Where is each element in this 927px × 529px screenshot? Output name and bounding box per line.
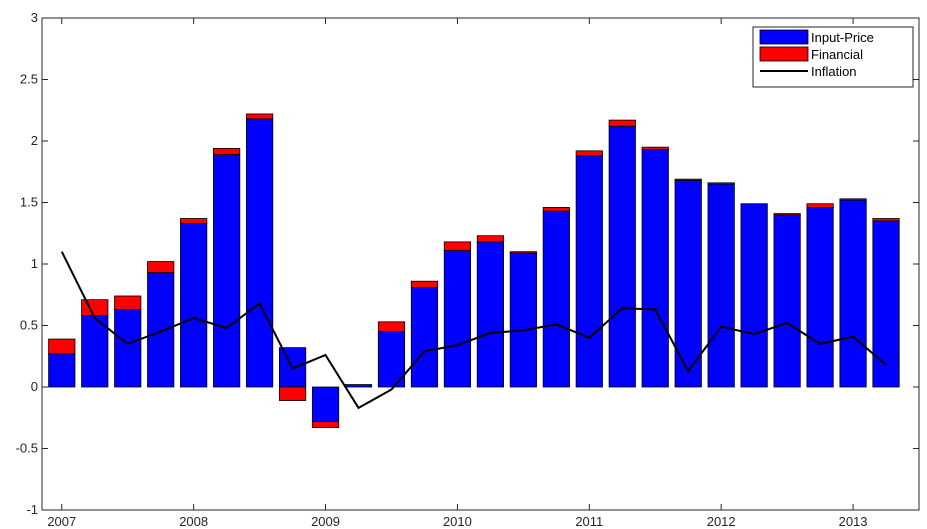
bar-financial-12 [443,241,472,251]
bar-financial-14 [509,251,537,254]
y-tick-label-7: 2.5 [20,72,38,87]
bar-financial-18 [641,146,669,151]
bar-input-price-4 [180,223,208,388]
bar-financial-11 [410,280,439,288]
bar-financial-24 [839,198,867,201]
bar-input-price-13 [476,241,504,388]
legend-label-input-price: Input-Price [811,30,874,45]
bar-financial-8 [311,421,340,428]
legend-label-inflation: Inflation [811,64,857,79]
bar-input-price-11 [410,286,439,388]
y-tick-label-5: 1.5 [20,195,38,210]
bar-input-price-21 [740,203,768,388]
bar-financial-10 [377,321,406,333]
bar-input-price-18 [641,149,669,388]
x-tick-label-3: 2010 [443,514,472,529]
x-tick-label-4: 2011 [575,514,603,529]
bar-financial-13 [476,235,504,243]
line-layer [60,251,887,410]
line-inflation [60,251,887,410]
x-tick-label-6: 2013 [839,514,868,529]
bar-financial-22 [773,213,801,216]
bar-financial-5 [213,147,241,155]
legend-swatch-financial [759,46,809,62]
bar-input-price-5 [213,154,241,388]
bar-financial-17 [608,119,636,127]
bar-financial-19 [674,178,702,181]
axes-layer: -1 -0.5 0 0.5 1 1.5 2 2.5 3 2007 2008 2009 2010 2011 2… [16,10,919,529]
y-tick-label-3: 0.5 [20,318,38,333]
legend: Input-Price Financial Inflation [752,26,914,88]
bar-financial-23 [806,203,834,208]
bar-input-price-15 [542,210,570,388]
bar-input-price-16 [575,155,603,388]
bar-financial-1 [81,299,109,317]
legend-items: Input-Price Financial Inflation [759,29,874,79]
bar-input-price-2 [114,309,142,388]
bar-financial-0 [48,338,76,355]
bar-financial-2 [114,295,142,310]
x-tick-label-1: 2008 [179,514,208,529]
bar-input-price-6 [246,118,274,388]
x-tick-label-5: 2012 [707,514,736,529]
y-tick-label-4: 1 [31,256,38,271]
bar-input-price-22 [773,214,801,388]
y-tick-label-1: -0.5 [16,441,38,456]
bar-input-price-0 [48,353,76,388]
y-tick-label-0: -1 [26,502,38,517]
legend-label-financial: Financial [811,47,863,62]
bar-input-price-17 [608,125,636,388]
bar-input-price-19 [674,179,702,388]
bar-input-price-8 [311,386,340,422]
bar-financial-7 [278,386,307,401]
bar-input-price-12 [443,250,472,388]
bar-financial-25 [872,218,900,222]
y-tick-label-2: 0 [31,379,38,394]
bar-input-price-1 [81,315,109,388]
bar-financial-6 [246,113,274,120]
bar-input-price-14 [509,252,537,388]
y-tick-label-8: 3 [31,10,38,25]
bar-input-price-20 [707,183,735,388]
bar-financial-4 [180,218,208,224]
bar-input-price-23 [806,207,834,388]
bar-financial-3 [147,261,175,274]
bar-financial-15 [542,207,570,212]
x-tick-label-0: 2007 [47,514,76,529]
y-tick-label-6: 2 [31,133,38,148]
bar-financial-16 [575,150,603,157]
legend-swatch-input-price [759,29,809,45]
x-tick-label-2: 2009 [311,514,340,529]
bar-input-price-25 [872,220,900,388]
bar-financial-20 [707,182,735,185]
bar-input-price-24 [839,199,867,388]
bar-input-price-3 [147,272,175,388]
bar-input-price-9 [344,384,373,388]
bars-layer [48,113,900,428]
